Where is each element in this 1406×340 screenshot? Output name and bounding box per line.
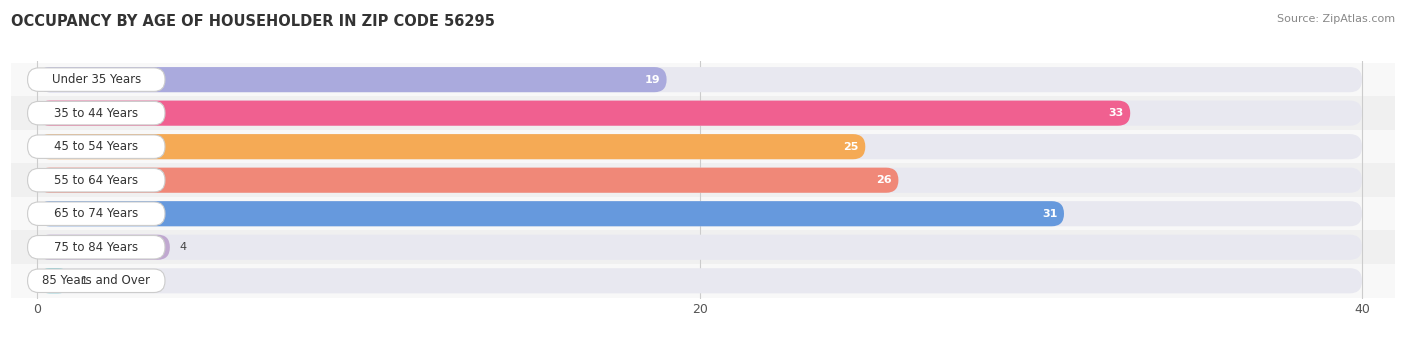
FancyBboxPatch shape bbox=[28, 68, 165, 91]
FancyBboxPatch shape bbox=[11, 197, 1395, 231]
FancyBboxPatch shape bbox=[38, 67, 666, 92]
FancyBboxPatch shape bbox=[11, 97, 1395, 130]
FancyBboxPatch shape bbox=[28, 135, 165, 158]
Text: 45 to 54 Years: 45 to 54 Years bbox=[55, 140, 138, 153]
Text: OCCUPANCY BY AGE OF HOUSEHOLDER IN ZIP CODE 56295: OCCUPANCY BY AGE OF HOUSEHOLDER IN ZIP C… bbox=[11, 14, 495, 29]
FancyBboxPatch shape bbox=[28, 236, 165, 259]
FancyBboxPatch shape bbox=[38, 101, 1130, 126]
FancyBboxPatch shape bbox=[38, 168, 898, 193]
FancyBboxPatch shape bbox=[28, 168, 165, 192]
FancyBboxPatch shape bbox=[38, 268, 1362, 293]
FancyBboxPatch shape bbox=[28, 269, 165, 292]
Text: 31: 31 bbox=[1042, 209, 1057, 219]
FancyBboxPatch shape bbox=[11, 164, 1395, 197]
FancyBboxPatch shape bbox=[38, 201, 1362, 226]
Text: 25: 25 bbox=[844, 142, 859, 152]
FancyBboxPatch shape bbox=[38, 201, 1064, 226]
FancyBboxPatch shape bbox=[28, 101, 165, 125]
FancyBboxPatch shape bbox=[11, 63, 1395, 97]
Text: 4: 4 bbox=[180, 242, 187, 252]
FancyBboxPatch shape bbox=[38, 235, 170, 260]
FancyBboxPatch shape bbox=[38, 268, 70, 293]
Text: Source: ZipAtlas.com: Source: ZipAtlas.com bbox=[1277, 14, 1395, 23]
FancyBboxPatch shape bbox=[38, 168, 1362, 193]
Text: Under 35 Years: Under 35 Years bbox=[52, 73, 141, 86]
Text: 85 Years and Over: 85 Years and Over bbox=[42, 274, 150, 287]
FancyBboxPatch shape bbox=[28, 202, 165, 225]
Text: 65 to 74 Years: 65 to 74 Years bbox=[55, 207, 138, 220]
FancyBboxPatch shape bbox=[38, 67, 1362, 92]
Text: 19: 19 bbox=[644, 75, 659, 85]
FancyBboxPatch shape bbox=[38, 134, 865, 159]
FancyBboxPatch shape bbox=[11, 231, 1395, 264]
Text: 33: 33 bbox=[1108, 108, 1123, 118]
Text: 35 to 44 Years: 35 to 44 Years bbox=[55, 107, 138, 120]
Text: 75 to 84 Years: 75 to 84 Years bbox=[55, 241, 138, 254]
Text: 26: 26 bbox=[876, 175, 891, 185]
Text: 55 to 64 Years: 55 to 64 Years bbox=[55, 174, 138, 187]
FancyBboxPatch shape bbox=[11, 264, 1395, 298]
FancyBboxPatch shape bbox=[11, 130, 1395, 164]
FancyBboxPatch shape bbox=[38, 134, 1362, 159]
Text: 1: 1 bbox=[80, 276, 87, 286]
FancyBboxPatch shape bbox=[38, 235, 1362, 260]
FancyBboxPatch shape bbox=[38, 101, 1362, 126]
